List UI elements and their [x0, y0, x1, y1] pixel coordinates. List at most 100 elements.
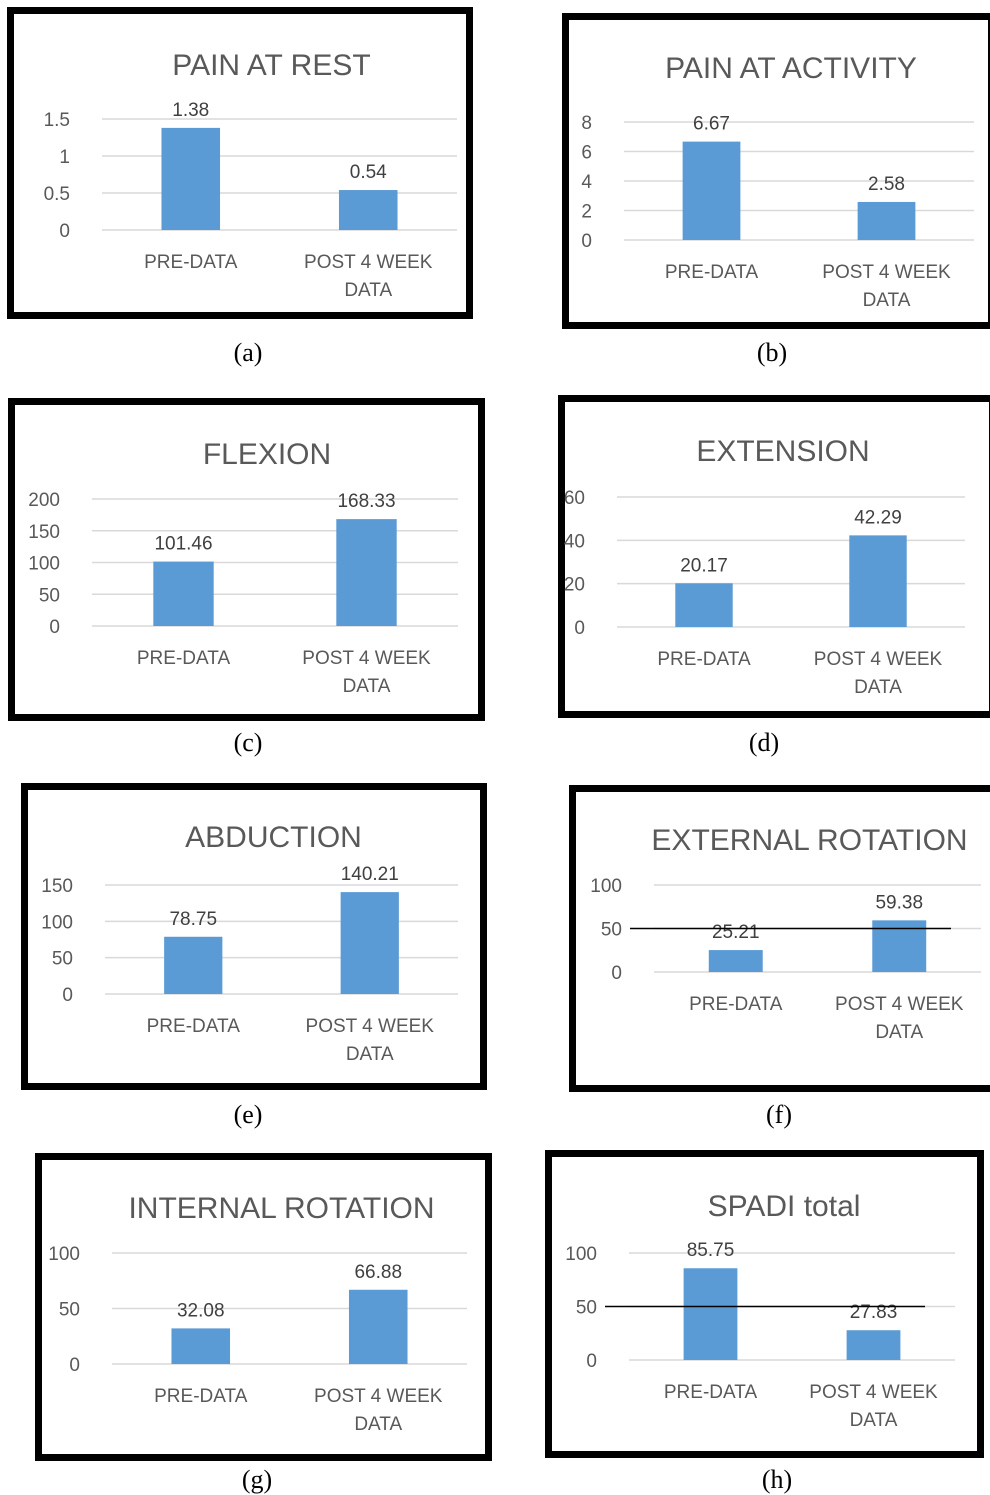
- bar: [708, 950, 763, 972]
- category-label: PRE-DATA: [154, 1386, 248, 1407]
- category-label: POST 4 WEEK DATA: [302, 648, 431, 697]
- category-label-line: PRE-DATA: [657, 649, 751, 670]
- y-tick-label: 1: [59, 147, 70, 168]
- y-tick-label: 50: [59, 1300, 80, 1321]
- y-tick-label: 0: [59, 221, 70, 242]
- bar: [857, 201, 916, 240]
- category-label: POST 4 WEEK DATA: [814, 649, 943, 698]
- bar: [348, 1289, 408, 1364]
- data-label: 6.67: [693, 114, 730, 135]
- y-tick-label: 20: [564, 575, 585, 596]
- figure-caption: (f): [766, 1100, 792, 1129]
- chart-panel-pain-at-activity: PAIN AT ACTIVITY 0 2 4 6 8 6.67 PRE-DATA 2.58 POS…: [562, 13, 990, 329]
- category-label-line: DATA: [863, 290, 911, 311]
- y-tick-label: 0: [62, 985, 73, 1006]
- bar: [849, 535, 907, 627]
- category-label-line: POST 4 WEEK: [814, 649, 943, 670]
- category-label-line: POST 4 WEEK: [835, 994, 964, 1015]
- figure-caption: (a): [233, 338, 263, 367]
- figure-caption: (e): [233, 1100, 263, 1129]
- category-label: PRE-DATA: [144, 252, 238, 273]
- y-tick-label: 50: [601, 920, 622, 941]
- y-tick-label: 0: [574, 618, 585, 639]
- data-label: 20.17: [680, 555, 728, 576]
- chart-panel-spadi-total: SPADI total 0 50 100 85.75 PRE-DATA 27.83 POST …: [545, 1150, 984, 1458]
- bar-chart-flexion: FLEXION 0 50 100 150 200 101.46 PRE-DATA 168.33 P…: [28, 438, 458, 697]
- category-label: PRE-DATA: [137, 648, 231, 669]
- category-label-line: POST 4 WEEK: [314, 1386, 443, 1407]
- category-label-line: DATA: [875, 1022, 923, 1043]
- chart-title: FLEXION: [203, 438, 331, 471]
- category-label-line: DATA: [343, 676, 391, 697]
- chart-title: PAIN AT ACTIVITY: [665, 52, 917, 85]
- bar: [683, 1268, 738, 1360]
- bar: [846, 1330, 901, 1360]
- bar: [336, 519, 397, 626]
- data-label: 1.38: [172, 100, 209, 121]
- category-label-line: DATA: [346, 1044, 394, 1065]
- chart-panel-internal-rotation: INTERNAL ROTATION 0 50 100 32.08 PRE-DATA 66.8…: [35, 1153, 492, 1461]
- y-tick-label: 4: [581, 172, 592, 193]
- data-label: 32.08: [177, 1300, 225, 1321]
- y-tick-label: 150: [28, 522, 60, 543]
- y-tick-label: 50: [39, 585, 60, 606]
- y-tick-label: 0.5: [44, 184, 70, 205]
- category-label: POST 4 WEEK DATA: [809, 1382, 938, 1431]
- data-label: 101.46: [154, 534, 212, 555]
- chart-title: EXTENSION: [696, 435, 869, 468]
- y-tick-label: 8: [581, 113, 592, 134]
- category-label-line: PRE-DATA: [137, 648, 231, 669]
- bar-chart-pain-at-rest: PAIN AT REST 0 0.5 1 1.5 1.38 PRE-DATA 0.54 POST…: [44, 49, 457, 301]
- category-label: POST 4 WEEK DATA: [314, 1386, 443, 1435]
- chart-title: ABDUCTION: [185, 821, 362, 854]
- y-tick-label: 200: [28, 490, 60, 511]
- category-label-line: PRE-DATA: [665, 262, 759, 283]
- bar-chart-internal-rotation: INTERNAL ROTATION 0 50 100 32.08 PRE-DATA 66.8…: [48, 1192, 467, 1435]
- figure-caption: (g): [241, 1465, 273, 1494]
- y-tick-label: 150: [41, 876, 73, 897]
- chart-panel-flexion: FLEXION 0 50 100 150 200 101.46 PRE-DATA 168.33 P…: [8, 398, 485, 721]
- chart-title: EXTERNAL ROTATION: [651, 824, 967, 857]
- bar: [675, 583, 733, 627]
- chart-panel-abduction: ABDUCTION 0 50 100 150 78.75 PRE-DATA 140.21 POS…: [21, 783, 487, 1090]
- y-tick-label: 0: [581, 231, 592, 252]
- y-tick-label: 100: [590, 876, 622, 897]
- bar: [171, 1328, 231, 1364]
- data-label: 78.75: [169, 909, 217, 930]
- category-label-line: PRE-DATA: [689, 994, 783, 1015]
- y-tick-label: 50: [576, 1298, 597, 1319]
- data-label: 25.21: [712, 922, 760, 943]
- category-label: PRE-DATA: [147, 1016, 241, 1037]
- bar: [338, 190, 398, 230]
- category-label-line: POST 4 WEEK: [304, 252, 433, 273]
- category-label: POST 4 WEEK DATA: [306, 1016, 435, 1065]
- y-tick-label: 0: [586, 1351, 597, 1372]
- y-tick-label: 100: [41, 912, 73, 933]
- category-label-line: DATA: [354, 1414, 402, 1435]
- category-label-line: DATA: [344, 280, 392, 301]
- data-label: 168.33: [337, 491, 395, 512]
- data-label: 59.38: [875, 892, 923, 913]
- bar: [153, 561, 214, 626]
- category-label: PRE-DATA: [664, 1382, 758, 1403]
- category-label-line: POST 4 WEEK: [302, 648, 431, 669]
- y-tick-label: 60: [564, 488, 585, 509]
- figure-caption: (h): [761, 1465, 793, 1494]
- bar: [161, 127, 221, 230]
- y-tick-label: 1.5: [44, 110, 70, 131]
- chart-panel-external-rotation: EXTERNAL ROTATION 0 50 100 25.21 PRE-DATA 59.3…: [569, 785, 990, 1092]
- y-tick-label: 100: [28, 554, 60, 575]
- bar: [164, 936, 223, 994]
- figure-caption: (d): [748, 728, 780, 757]
- y-tick-label: 0: [69, 1355, 80, 1376]
- y-tick-label: 0: [611, 963, 622, 984]
- figure-caption: (b): [756, 338, 788, 367]
- category-label: PRE-DATA: [665, 262, 759, 283]
- bar-chart-abduction: ABDUCTION 0 50 100 150 78.75 PRE-DATA 140.21 POS…: [41, 821, 458, 1065]
- data-label: 27.83: [850, 1302, 898, 1323]
- bar-chart-extension: EXTENSION 0 20 40 60 20.17 PRE-DATA 42.29 POST 4…: [564, 435, 965, 698]
- data-label: 85.75: [687, 1240, 735, 1261]
- category-label-line: PRE-DATA: [144, 252, 238, 273]
- chart-title: SPADI total: [708, 1190, 861, 1223]
- chart-panel-extension: EXTENSION 0 20 40 60 20.17 PRE-DATA 42.29 POST 4…: [558, 395, 990, 718]
